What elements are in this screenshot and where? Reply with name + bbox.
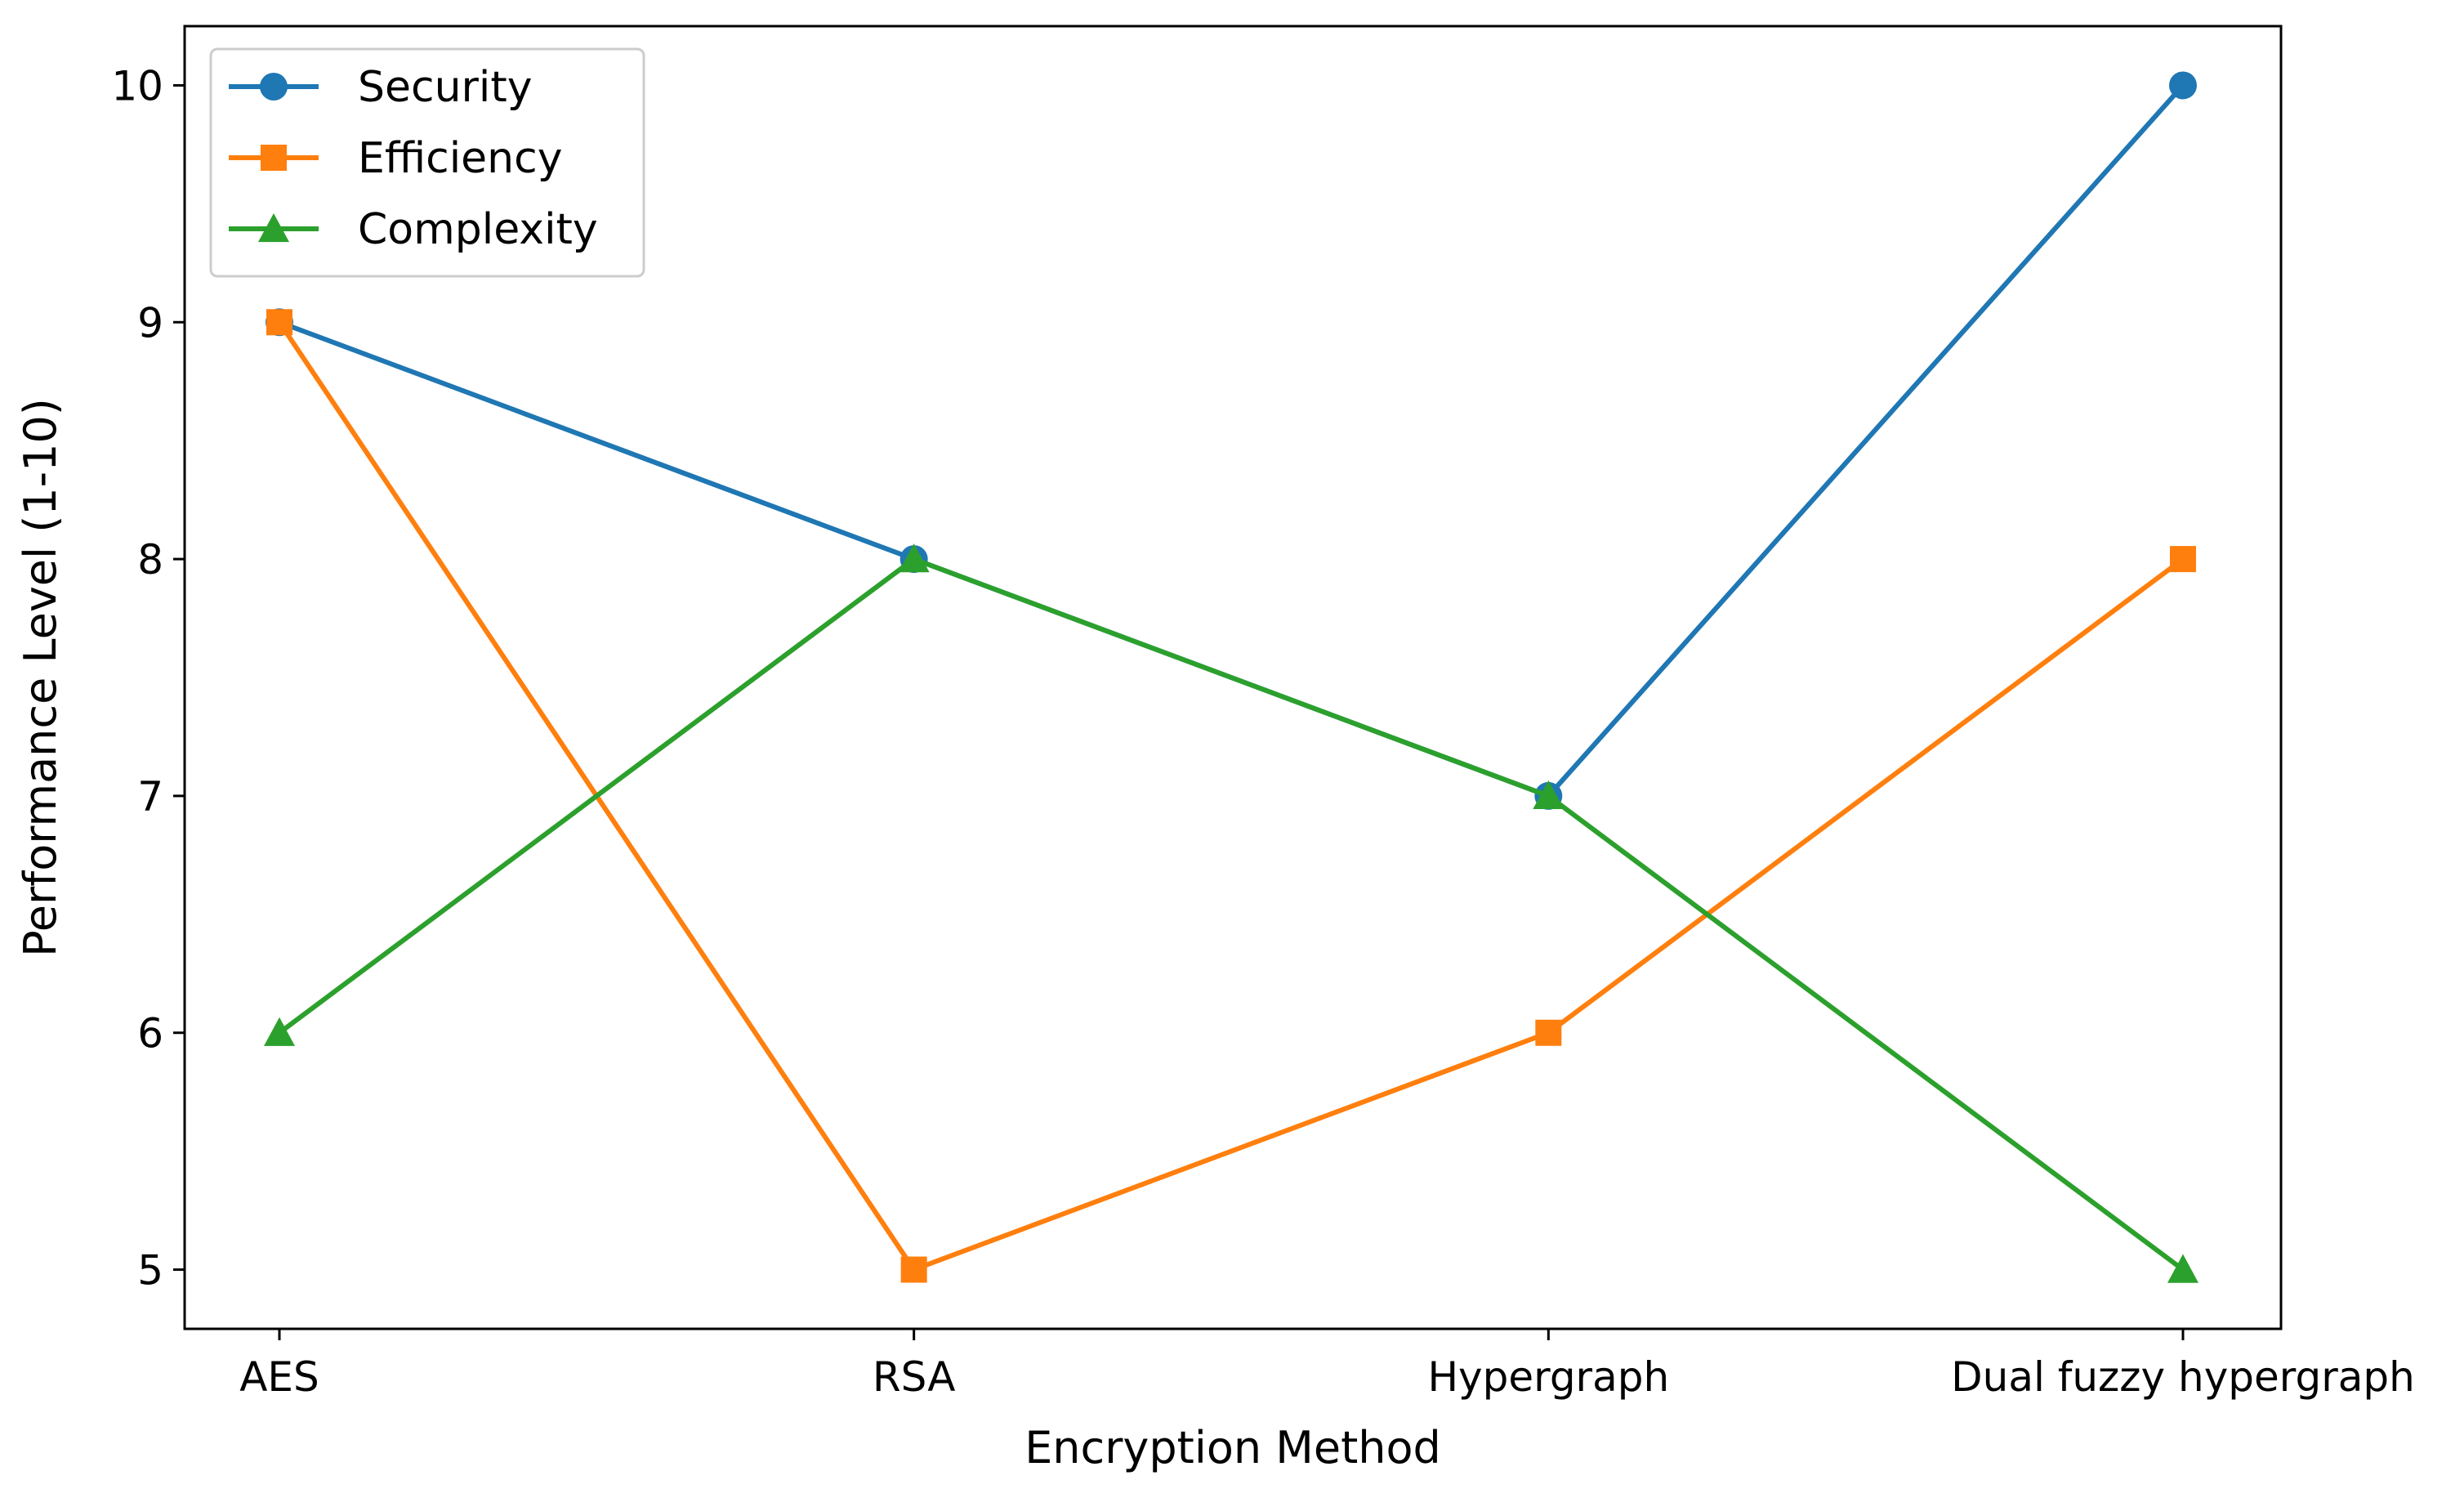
plot-frame (183, 25, 2283, 1330)
legend-marker-complexity (258, 213, 289, 243)
data-point-complexity (1533, 780, 1565, 810)
data-point-complexity (264, 1017, 295, 1046)
y-tick-label: 5 (137, 1247, 163, 1295)
y-axis-label: Performance Level (1-10) (15, 398, 66, 957)
legend-marker-efficiency (261, 145, 287, 171)
legend-label-efficiency: Efficiency (358, 134, 562, 183)
y-tick-label: 10 (111, 62, 163, 110)
legend-marker-security (260, 73, 288, 101)
data-point-complexity (898, 543, 930, 573)
legend-box (209, 47, 645, 278)
y-tick-label: 6 (137, 1010, 163, 1058)
legend-label-security: Security (358, 63, 533, 112)
data-point-complexity (2167, 1254, 2198, 1283)
data-point-efficiency (266, 309, 292, 336)
x-axis-label: Encryption Method (1024, 1422, 1441, 1473)
y-tick-label: 9 (137, 299, 163, 347)
y-tick-label: 8 (137, 536, 163, 584)
x-tick-label: Hypergraph (1427, 1353, 1669, 1401)
data-point-efficiency (1535, 1019, 1562, 1046)
series-line-complexity (278, 557, 2185, 1272)
y-tick-label: 7 (137, 773, 163, 821)
y-axis: 5 6 7 8 9 10 (111, 62, 185, 1295)
series-layer (264, 71, 2198, 1283)
x-tick-label: Dual fuzzy hypergraph (1951, 1353, 2415, 1401)
series-complexity (264, 543, 2198, 1283)
legend-label-complexity: Complexity (358, 205, 598, 254)
data-point-efficiency (2170, 546, 2196, 573)
data-point-efficiency (900, 1256, 927, 1283)
x-tick-label: AES (239, 1353, 319, 1401)
x-axis: AES RSA Hypergraph Dual fuzzy hypergraph (239, 1329, 2415, 1401)
legend: Security Efficiency Complexity (209, 47, 645, 278)
x-tick-label: RSA (873, 1353, 956, 1401)
data-point-security (2169, 71, 2197, 100)
